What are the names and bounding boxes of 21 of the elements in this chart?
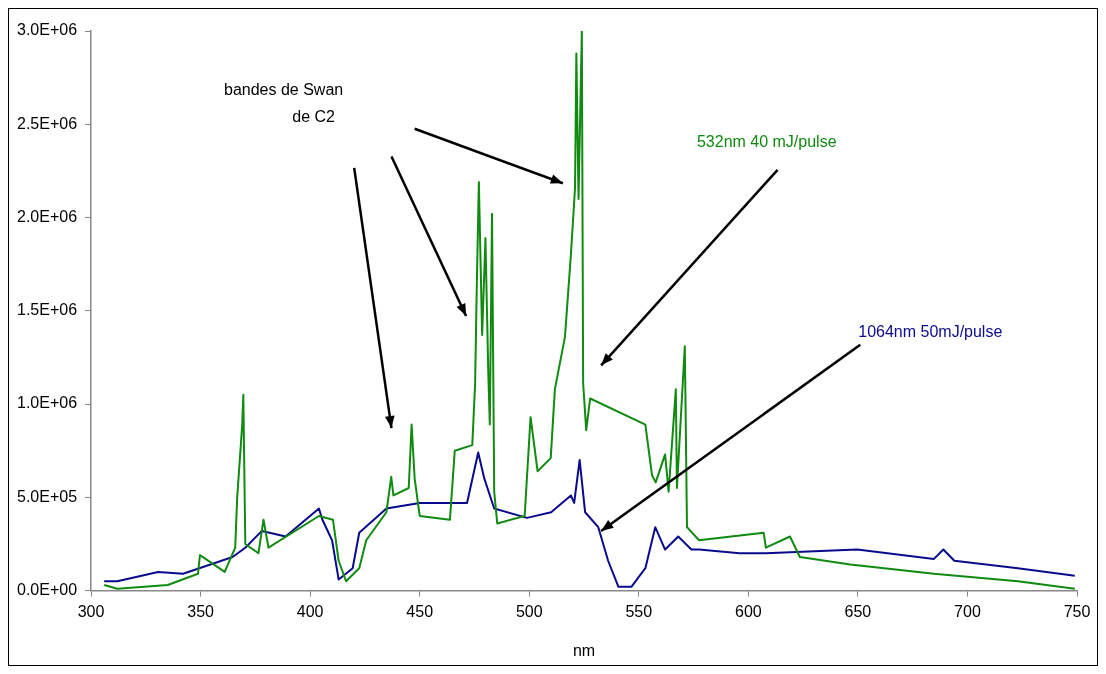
x-axis-title: nm (572, 641, 596, 659)
x-tick-label: 500 (515, 602, 543, 620)
x-tick-label: 450 (406, 602, 434, 620)
x-tick-label: 600 (735, 602, 762, 620)
y-tick-label: 3.0E+06 (16, 21, 78, 39)
y-tick-label: 2.0E+06 (16, 207, 78, 225)
text: 532nm 40 mJ/pulse (696, 132, 837, 150)
y-tick-label: 1.5E+06 (16, 301, 78, 319)
x-tick-label: 750 (1063, 602, 1091, 620)
x-tick-label: 700 (954, 602, 981, 620)
y-tick-label: 0.0E+00 (16, 581, 78, 599)
x-tick-label: 400 (296, 602, 324, 620)
annotation: bandes de Swan de C2 (224, 81, 344, 126)
y-tick-label: 1.0E+06 (16, 394, 78, 412)
x-tick-label: 350 (187, 602, 215, 620)
x-tick-label: 650 (844, 602, 872, 620)
x-tick-label: 300 (77, 602, 105, 620)
text: 1064nm 50mJ/pulse (858, 322, 1003, 340)
y-tick-label: 2.5E+06 (16, 114, 78, 132)
y-tick-label: 5.0E+05 (16, 487, 78, 505)
x-tick-label: 550 (625, 602, 653, 620)
